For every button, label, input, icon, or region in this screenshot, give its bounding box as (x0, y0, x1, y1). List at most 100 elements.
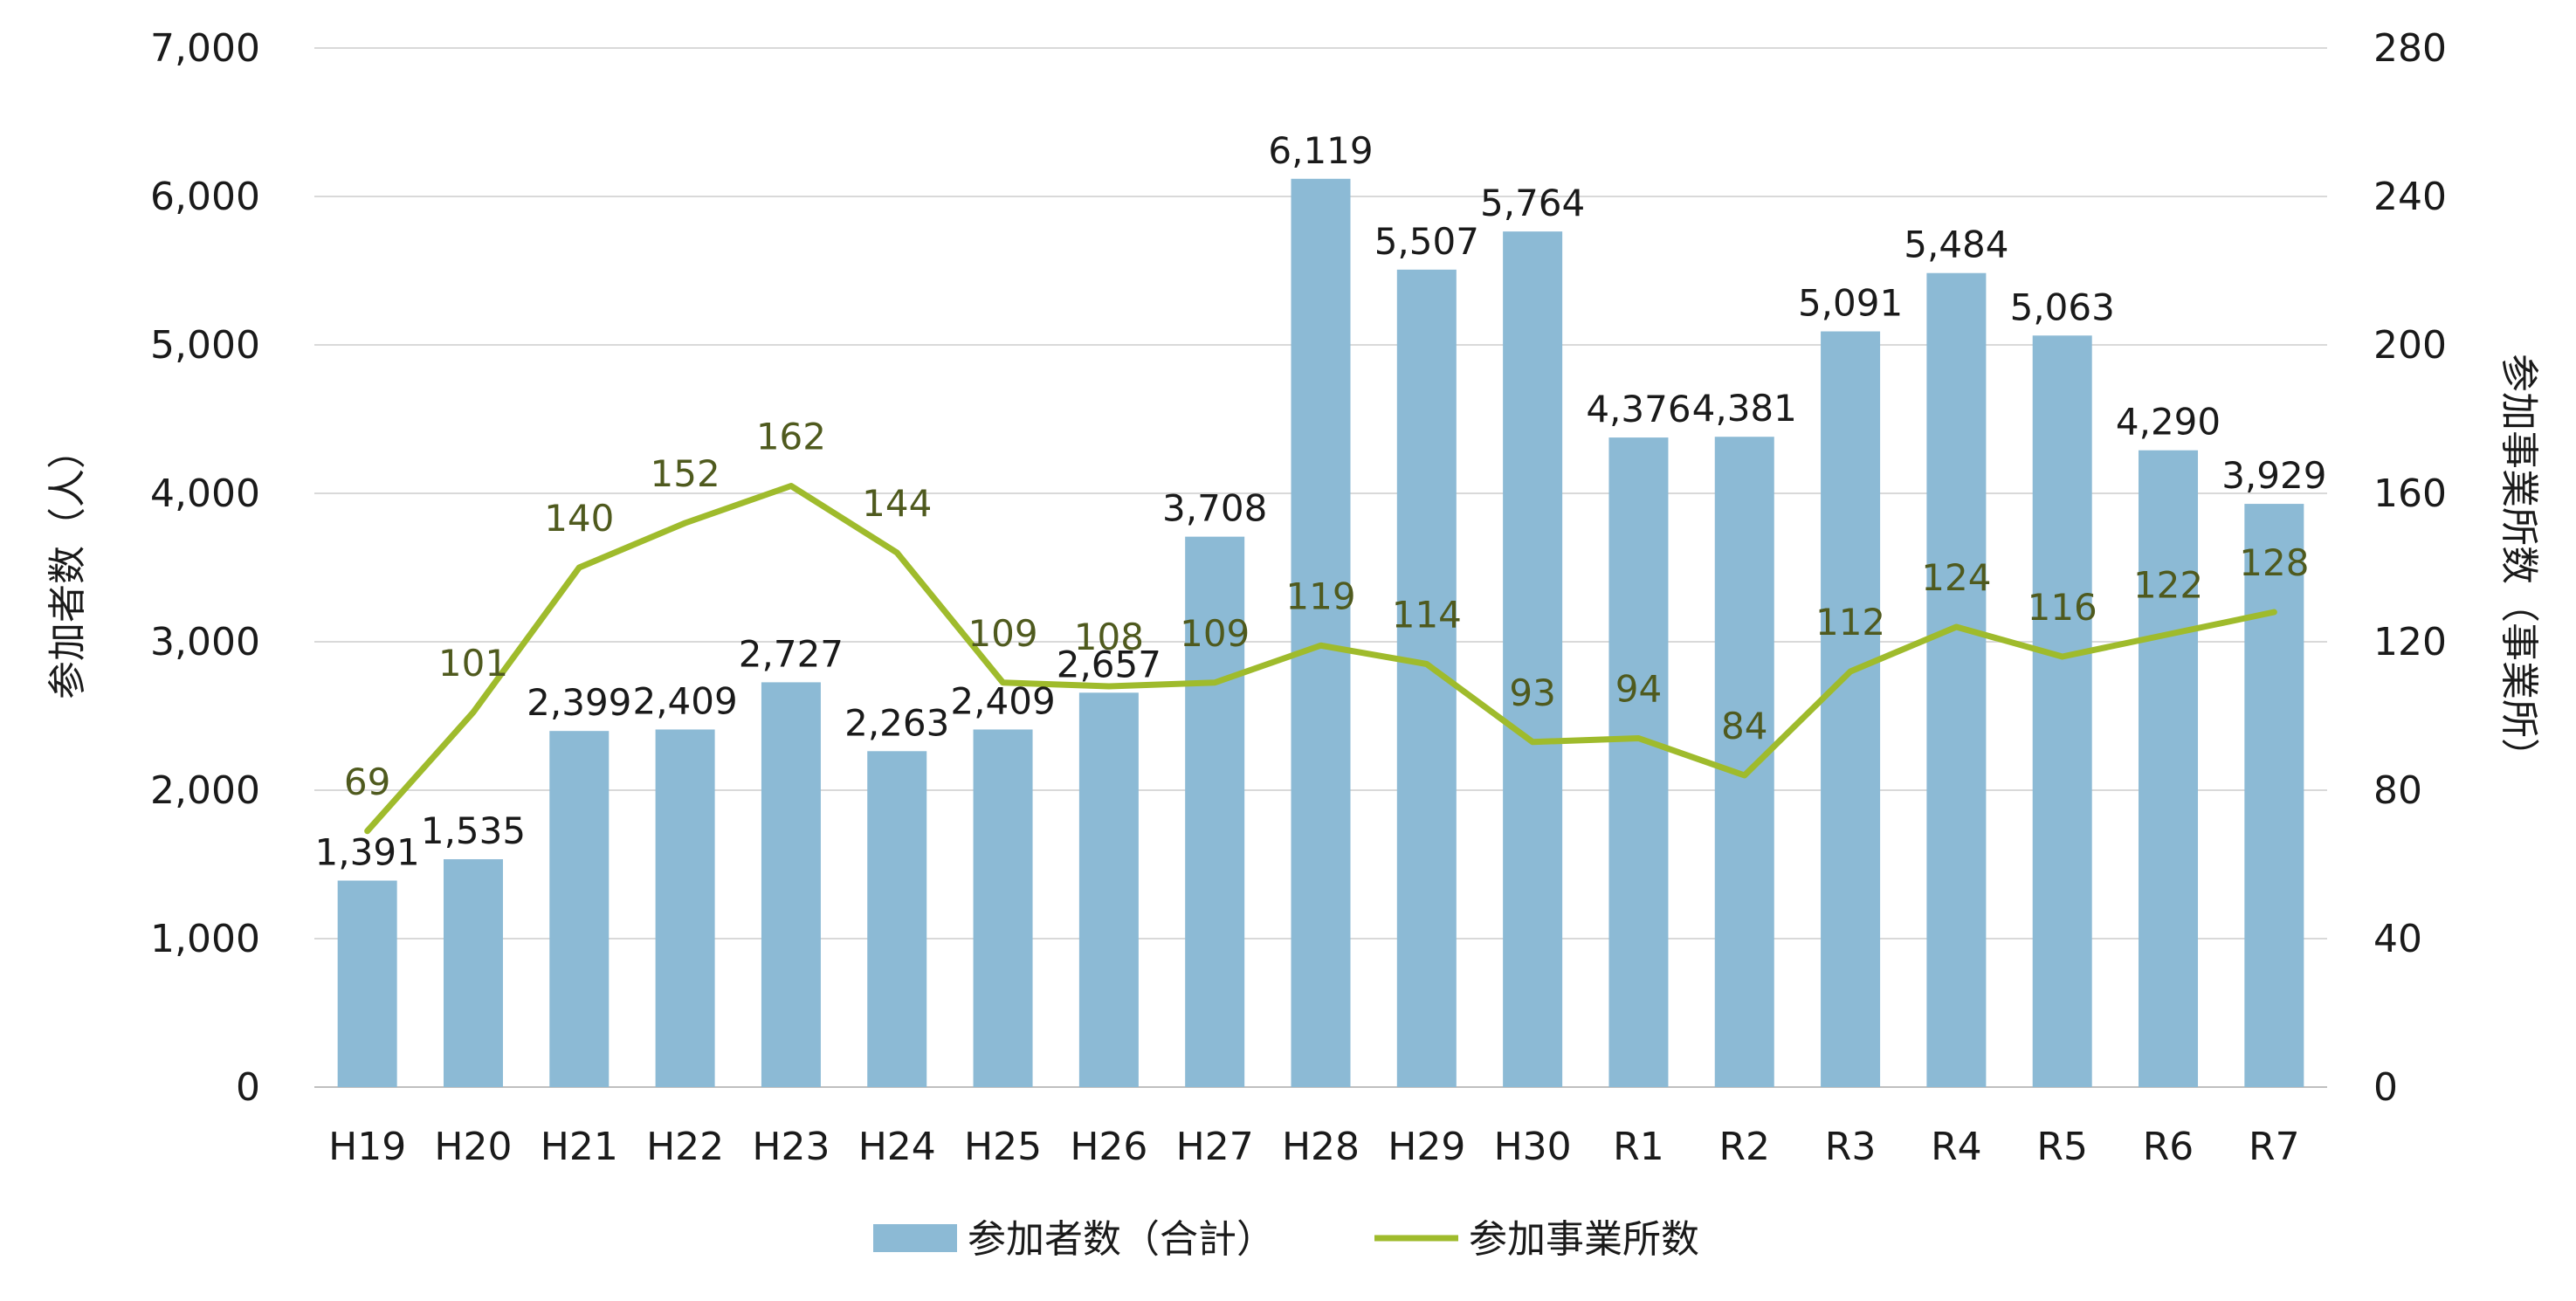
bar-data-label: 2,263 (844, 701, 949, 744)
line-data-label: 109 (968, 612, 1037, 655)
bar-data-label: 2,657 (1057, 643, 1161, 685)
legend-label-offices: 参加事業所数 (1469, 1217, 1699, 1262)
bar (2244, 504, 2304, 1087)
legend-swatch-participants (873, 1224, 957, 1252)
line-point (2273, 611, 2276, 613)
y-left-tick-label: 0 (236, 1065, 260, 1110)
bar-data-label: 2,409 (632, 679, 737, 722)
y-left-tick-label: 1,000 (150, 917, 260, 961)
line-data-label: 114 (1392, 594, 1462, 637)
line-point (1425, 663, 1428, 665)
line-data-label: 101 (438, 642, 508, 685)
axes: 0 1,000 2,000 3,000 4,000 5,000 6,000 7,000 0 40 8… (150, 26, 2447, 1169)
x-tick-label: R2 (1718, 1125, 1770, 1169)
line-data-label: 84 (1721, 705, 1767, 747)
line-point (366, 829, 368, 832)
line-data-label: 162 (756, 416, 826, 458)
bar (2139, 450, 2199, 1087)
y-right-tick-label: 160 (2373, 472, 2447, 516)
x-tick-label: R3 (1825, 1125, 1877, 1169)
line-point (1319, 644, 1322, 647)
bar (2032, 335, 2092, 1087)
line-point (1637, 737, 1640, 740)
bar-data-label: 1,535 (421, 809, 526, 852)
line-data-label: 152 (651, 452, 720, 495)
bar-data-label: 3,929 (2221, 454, 2326, 497)
line-point (1955, 626, 1958, 628)
bar-data-label: 1,391 (315, 831, 420, 874)
line-data-label: 109 (1180, 612, 1250, 655)
bar (1503, 231, 1563, 1087)
bar (1078, 692, 1139, 1087)
y-right-tick-label: 280 (2373, 26, 2447, 71)
line-data-label: 122 (2133, 564, 2203, 607)
bar-data-label: 2,727 (739, 632, 844, 675)
bar (1821, 331, 1881, 1087)
bar-data-label: 5,764 (1480, 182, 1585, 224)
line-data-label: 144 (862, 482, 932, 525)
line-point (472, 711, 474, 713)
line-point (1743, 774, 1746, 776)
x-tick-label: H21 (541, 1125, 618, 1169)
x-tick-label: R5 (2036, 1125, 2088, 1169)
line-point (896, 552, 899, 554)
x-tick-label: H23 (752, 1125, 830, 1169)
line-point (1107, 685, 1110, 687)
bar (549, 731, 610, 1087)
bar (1185, 536, 1245, 1087)
x-tick-label: H25 (964, 1125, 1042, 1169)
y-left-tick-label: 3,000 (150, 620, 260, 664)
y-right-tick-label: 240 (2373, 175, 2447, 219)
bar-data-label: 5,091 (1798, 282, 1903, 325)
bar (1291, 178, 1351, 1087)
y-left-tick-label: 4,000 (150, 472, 260, 516)
line-point (1532, 740, 1534, 743)
bar-data-label: 4,290 (2116, 401, 2221, 444)
line-point (578, 567, 581, 568)
line-data-label: 112 (1815, 601, 1885, 644)
y-left-tick-label: 6,000 (150, 175, 260, 219)
x-tick-label: R4 (1931, 1125, 1982, 1169)
bar-data-label: 5,063 (2010, 286, 2115, 328)
x-tick-label: R6 (2143, 1125, 2194, 1169)
line-point (1214, 681, 1216, 684)
line-point (1849, 671, 1852, 672)
x-tick-label: H19 (328, 1125, 406, 1169)
bar (1714, 437, 1774, 1088)
x-tick-label: H28 (1282, 1125, 1360, 1169)
bar (443, 859, 503, 1087)
y-left-tick-label: 2,000 (150, 768, 260, 813)
x-tick-label: H26 (1070, 1125, 1147, 1169)
y-right-tick-label: 0 (2373, 1065, 2398, 1110)
y-right-tick-label: 40 (2373, 917, 2422, 961)
x-tick-label: H24 (858, 1125, 936, 1169)
bar (761, 682, 821, 1087)
line-data-label: 108 (1074, 616, 1144, 658)
x-tick-label: H20 (434, 1125, 512, 1169)
bar (337, 880, 397, 1087)
bar-data-label: 2,399 (527, 681, 631, 724)
line-data-label: 140 (544, 497, 614, 540)
bar (655, 729, 715, 1087)
y-axis-left-title: 参加者数（人） (45, 430, 90, 699)
bar (1926, 272, 1987, 1088)
x-tick-label: H22 (646, 1125, 724, 1169)
bar-data-label: 2,409 (950, 679, 1055, 722)
y-right-tick-label: 120 (2373, 620, 2447, 664)
line-data-label: 124 (1921, 556, 1991, 599)
line-point (1002, 681, 1004, 684)
bar (867, 751, 927, 1087)
line-data-label: 93 (1509, 671, 1555, 714)
x-tick-label: R1 (1613, 1125, 1664, 1169)
bar-data-label: 6,119 (1268, 129, 1373, 172)
line-data-label: 69 (344, 761, 390, 803)
legend-label-participants: 参加者数（合計） (968, 1217, 1275, 1262)
x-tick-label: H29 (1388, 1125, 1465, 1169)
line-point (2167, 633, 2170, 636)
bar (1608, 437, 1669, 1088)
x-tick-label: H27 (1176, 1125, 1254, 1169)
y-right-tick-label: 200 (2373, 323, 2447, 368)
